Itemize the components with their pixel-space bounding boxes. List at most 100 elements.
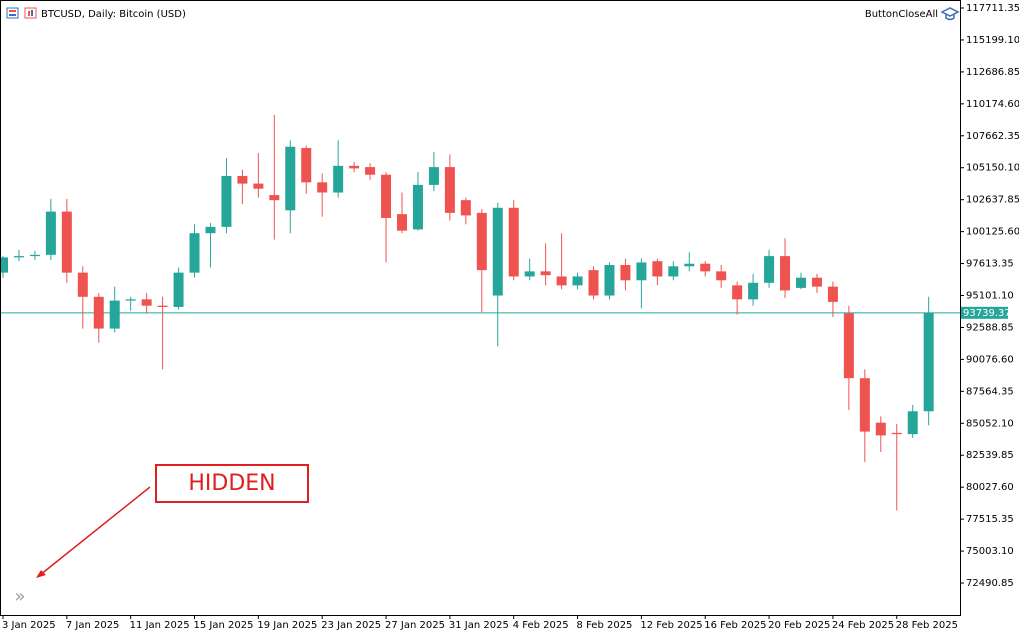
- candle-body: [843, 313, 854, 379]
- y-tick-label: 115199.10: [966, 35, 1019, 46]
- scroll-marker[interactable]: »: [14, 586, 25, 607]
- candle-body: [125, 299, 136, 301]
- annotation-box: [155, 464, 309, 503]
- candle-body: [620, 265, 631, 281]
- candle-body: [460, 200, 471, 216]
- candle-body: [492, 207, 503, 296]
- button-icon: [940, 7, 960, 21]
- candle-body: [859, 378, 870, 432]
- y-tick-label: 87564.35: [966, 386, 1014, 397]
- icon: [9, 10, 16, 12]
- x-tick-label: 12 Feb 2025: [640, 620, 702, 631]
- y-tick-label: 80027.60: [966, 482, 1014, 493]
- candle-body: [157, 305, 168, 307]
- candle-body: [61, 211, 72, 273]
- candle-body: [29, 254, 40, 257]
- annotation-arrow: [39, 486, 151, 576]
- candle-body: [540, 271, 551, 276]
- candle-body: [1, 257, 8, 273]
- x-tick-label: 16 Feb 2025: [704, 620, 766, 631]
- x-tick-label: 31 Jan 2025: [449, 620, 509, 631]
- y-tick-label: 82539.85: [966, 450, 1014, 461]
- candle-body: [508, 207, 519, 277]
- candle-body: [237, 175, 248, 184]
- candle-body: [556, 276, 567, 286]
- candle-body: [796, 277, 806, 288]
- x-tick-label: 11 Jan 2025: [130, 620, 190, 631]
- candle-body: [524, 271, 535, 277]
- y-tick-label: 77515.35: [966, 514, 1014, 525]
- candle-body: [572, 276, 583, 286]
- icon: [9, 14, 16, 16]
- y-tick-label: 110174.60: [966, 99, 1019, 110]
- x-tick-label: 20 Feb 2025: [768, 620, 830, 631]
- candle-body: [923, 312, 934, 412]
- candle-body: [444, 167, 455, 213]
- button-close-all[interactable]: ButtonCloseAll: [865, 9, 938, 20]
- candle-body: [588, 270, 599, 296]
- candle-body: [285, 146, 296, 211]
- icon: [28, 11, 30, 16]
- candle-body: [333, 165, 344, 193]
- candle-body: [636, 262, 647, 281]
- candle-body: [700, 263, 711, 272]
- candle-body: [668, 266, 679, 277]
- candle-body: [907, 411, 918, 435]
- x-tick-label: 8 Feb 2025: [577, 620, 633, 631]
- candle-body: [827, 286, 838, 302]
- candle-body: [412, 184, 423, 230]
- x-tick-label: 19 Jan 2025: [257, 620, 317, 631]
- plot-area: [1, 114, 960, 511]
- candle-body: [93, 296, 104, 329]
- y-tick-label: 112686.85: [966, 67, 1019, 78]
- x-tick-label: 7 Jan 2025: [66, 620, 120, 631]
- y-tick-label: 72490.85: [966, 578, 1014, 589]
- y-tick-label: 97613.35: [966, 259, 1014, 270]
- y-tick-label: 85052.10: [966, 418, 1014, 429]
- price-label-box: [961, 306, 1008, 319]
- candle-body: [716, 271, 727, 281]
- candle-body: [109, 300, 120, 329]
- candle-body: [301, 148, 312, 183]
- y-tick-label: 75003.10: [966, 546, 1014, 557]
- candle-body: [397, 214, 407, 231]
- annotation-text: HIDDEN: [188, 471, 275, 496]
- icon: [6, 7, 19, 19]
- candle-body: [269, 195, 280, 201]
- candle-body: [604, 265, 615, 296]
- candle-body: [77, 272, 88, 297]
- candle-body: [205, 226, 216, 234]
- y-tick-label: 102637.85: [966, 195, 1019, 206]
- y-tick-label: 90076.60: [966, 354, 1014, 365]
- y-tick-label: 107662.35: [966, 131, 1019, 142]
- icon: [31, 10, 33, 16]
- x-tick-label: 4 Feb 2025: [513, 620, 569, 631]
- y-tick-label: 92588.85: [966, 322, 1014, 333]
- candle-body: [684, 263, 695, 267]
- x-tick-label: 24 Feb 2025: [832, 620, 894, 631]
- y-tick-label: 117711.35: [966, 3, 1019, 14]
- x-tick-label: 27 Jan 2025: [385, 620, 445, 631]
- candle-body: [173, 272, 184, 307]
- plot-frame: [0, 0, 961, 616]
- candle-body: [891, 432, 902, 435]
- candle-body: [141, 299, 152, 306]
- candle-body: [764, 256, 775, 283]
- icon: [24, 7, 37, 19]
- candle-body: [253, 183, 264, 189]
- candle-body: [476, 212, 487, 271]
- candle-body: [875, 422, 886, 436]
- candle-body: [652, 261, 663, 277]
- price-label: 93739.37: [963, 308, 1011, 319]
- candle-body: [13, 256, 24, 258]
- candle-body: [381, 174, 392, 218]
- candle-body: [349, 165, 360, 169]
- candle-body: [811, 277, 822, 287]
- candle-body: [732, 285, 743, 300]
- x-tick-label: 23 Jan 2025: [321, 620, 381, 631]
- candle-body: [45, 211, 56, 255]
- x-tick-label: 3 Jan 2025: [2, 620, 56, 631]
- title-icons: [6, 7, 37, 19]
- candle-body: [365, 167, 376, 175]
